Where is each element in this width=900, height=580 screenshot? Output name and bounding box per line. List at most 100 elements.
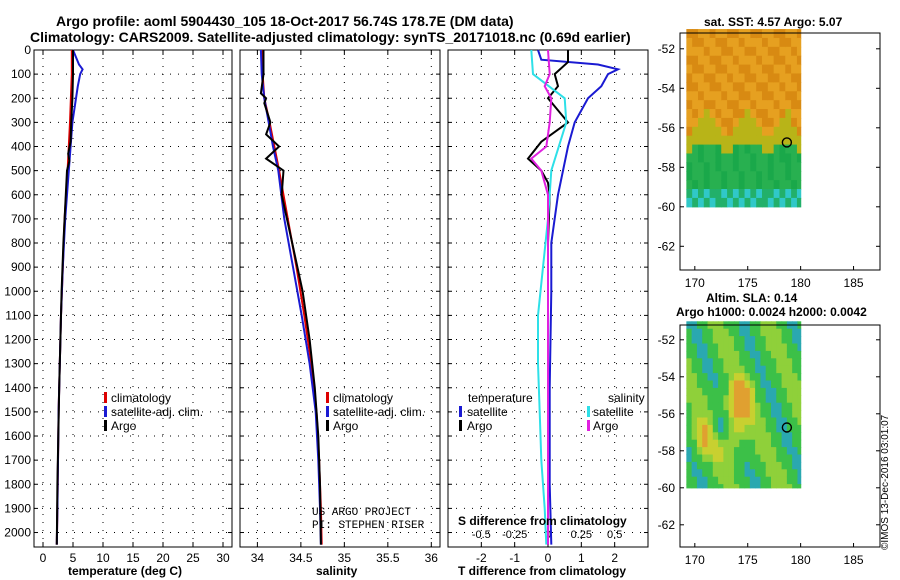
heatmap-cell: [765, 476, 772, 485]
heatmap-cell: [744, 395, 751, 404]
heatmap-cell: [715, 100, 722, 110]
heatmap-cell: [744, 135, 751, 146]
heatmap-cell: [686, 343, 693, 352]
heatmap-cell: [697, 135, 705, 146]
heatmap-cell: [792, 395, 799, 404]
heatmap-cell: [709, 91, 717, 101]
heatmap-cell: [781, 350, 788, 359]
heatmap-cell: [712, 343, 719, 352]
heatmap-cell: [727, 180, 734, 190]
heatmap-cell: [765, 461, 772, 470]
heatmap-cell: [733, 380, 740, 389]
heatmap-cell: [744, 73, 751, 83]
heatmap-cell: [739, 395, 746, 404]
heatmap-cell: [762, 109, 769, 119]
heatmap-cell: [749, 358, 756, 367]
heatmap-cell: [712, 432, 719, 441]
x2-tick-label: 0.25: [571, 529, 592, 541]
heatmap-cell: [796, 73, 802, 83]
heatmap-cell: [691, 387, 698, 396]
heatmap-cell: [791, 37, 798, 48]
heatmap-cell: [686, 29, 693, 39]
map-title-sst: sat. SST: 4.57 Argo: 5.07: [704, 15, 843, 29]
heatmap-cell: [691, 432, 698, 441]
heatmap-cell: [718, 373, 724, 382]
heatmap-cell: [779, 100, 786, 110]
heatmap-cell: [767, 73, 775, 83]
heatmap-cell: [727, 117, 734, 128]
heatmap-cell: [738, 197, 746, 208]
heatmap-cell: [715, 126, 722, 137]
map-y-tick-label: -52: [658, 333, 676, 347]
heatmap-cell: [779, 117, 786, 128]
heatmap-cell: [791, 126, 798, 137]
heatmap-cell: [779, 29, 786, 39]
heatmap-cell: [728, 358, 735, 367]
heatmap-cell: [791, 171, 798, 181]
heatmap-cell: [781, 454, 788, 463]
heatmap-cell: [718, 432, 724, 441]
heatmap-cell: [750, 153, 757, 163]
heatmap-cell: [755, 343, 762, 352]
heatmap-cell: [771, 417, 777, 426]
y-tick-label: 1900: [4, 501, 31, 515]
heatmap-cell: [727, 197, 734, 208]
heatmap-cell: [691, 373, 698, 382]
heatmap-cell: [792, 402, 799, 411]
heatmap-cell: [791, 64, 798, 75]
heatmap-cell: [709, 171, 717, 181]
heatmap-cell: [691, 380, 698, 389]
heatmap-cell: [796, 109, 802, 119]
heatmap-cell: [692, 82, 699, 92]
heatmap-cell: [776, 410, 783, 419]
heatmap-cell: [728, 424, 735, 433]
heatmap-cell: [762, 55, 769, 66]
heatmap-cell: [785, 82, 792, 92]
heatmap-cell: [707, 380, 714, 389]
heatmap-cell: [767, 37, 775, 48]
heatmap-cell: [703, 37, 711, 48]
heatmap-cell: [696, 380, 703, 389]
heatmap-cell: [762, 37, 769, 48]
heatmap-cell: [707, 447, 714, 456]
heatmap-cell: [707, 454, 714, 463]
x2-tick-label: -0.5: [472, 529, 491, 541]
heatmap-cell: [703, 100, 711, 110]
heatmap-cell: [707, 395, 714, 404]
heatmap-cell: [797, 402, 802, 411]
heatmap-cell: [728, 402, 735, 411]
heatmap-cell: [692, 109, 699, 119]
heatmap-cell: [728, 432, 735, 441]
legend-swatch: [326, 406, 329, 417]
heatmap-cell: [786, 469, 793, 478]
heatmap-cell: [750, 46, 757, 57]
heatmap-cell: [718, 476, 724, 485]
legend-swatch: [326, 420, 329, 431]
map-x-tick-label: 180: [791, 553, 811, 567]
heatmap-cell: [760, 410, 767, 419]
heatmap-cell: [773, 180, 781, 190]
heatmap-cell: [721, 180, 728, 190]
heatmap-cell: [686, 117, 693, 128]
heatmap-cell: [715, 135, 722, 146]
heatmap-cell: [749, 365, 756, 374]
heatmap-cell: [767, 162, 775, 172]
heatmap-cell: [728, 484, 735, 489]
heatmap-cell: [686, 197, 693, 208]
heatmap-cell: [696, 358, 703, 367]
heatmap-cell: [744, 46, 751, 57]
heatmap-cell: [749, 424, 756, 433]
x-tick-label: 30: [216, 551, 230, 565]
heatmap-cell: [762, 189, 769, 199]
heatmap-cell: [773, 109, 781, 119]
heatmap-cell: [692, 29, 699, 39]
heatmap-cell: [686, 373, 693, 382]
heatmap-cell: [750, 144, 757, 155]
heatmap-cell: [797, 432, 802, 441]
map-y-tick-label: -54: [658, 81, 676, 95]
legend-swatch: [104, 392, 107, 403]
heatmap-cell: [755, 336, 762, 345]
heatmap-cell: [738, 73, 746, 83]
heatmap-cell: [785, 126, 792, 137]
heatmap-cell: [709, 117, 717, 128]
